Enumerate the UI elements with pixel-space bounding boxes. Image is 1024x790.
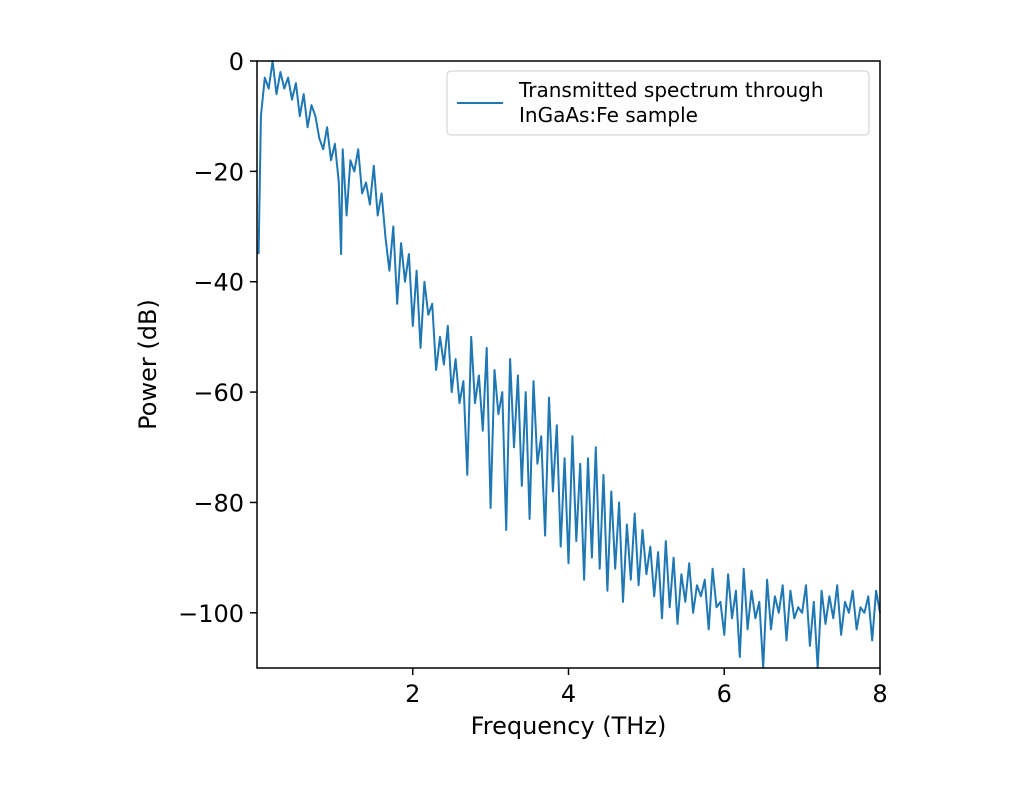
y-tick-label: −100 bbox=[178, 600, 244, 628]
series-line-transmitted-spectrum bbox=[257, 60, 881, 669]
y-axis-label: Power (dB) bbox=[134, 299, 162, 430]
x-axis-ticks: 2 4 6 8 bbox=[405, 668, 888, 708]
legend-label: Transmitted spectrum through InGaAs:Fe sa… bbox=[518, 78, 824, 127]
plot-area bbox=[257, 60, 881, 669]
axes-frame bbox=[256, 60, 881, 669]
x-tick-label: 4 bbox=[561, 680, 576, 708]
x-tick-label: 6 bbox=[717, 680, 732, 708]
legend-label-line: InGaAs:Fe sample bbox=[519, 103, 698, 127]
legend: Transmitted spectrum through InGaAs:Fe sa… bbox=[446, 70, 870, 136]
y-tick-label: −60 bbox=[193, 379, 244, 407]
y-axis-ticks: 0 −20 −40 −60 −80 −100 bbox=[178, 48, 257, 628]
legend-box bbox=[446, 70, 870, 136]
legend-label-line: Transmitted spectrum through bbox=[518, 78, 824, 102]
y-tick-label: −40 bbox=[193, 269, 244, 297]
x-tick-label: 8 bbox=[872, 680, 887, 708]
y-tick-label: 0 bbox=[229, 48, 244, 76]
x-tick-label: 2 bbox=[405, 680, 420, 708]
y-tick-label: −20 bbox=[193, 158, 244, 186]
y-tick-label: −80 bbox=[193, 489, 244, 517]
x-axis-label: Frequency (THz) bbox=[471, 712, 667, 740]
